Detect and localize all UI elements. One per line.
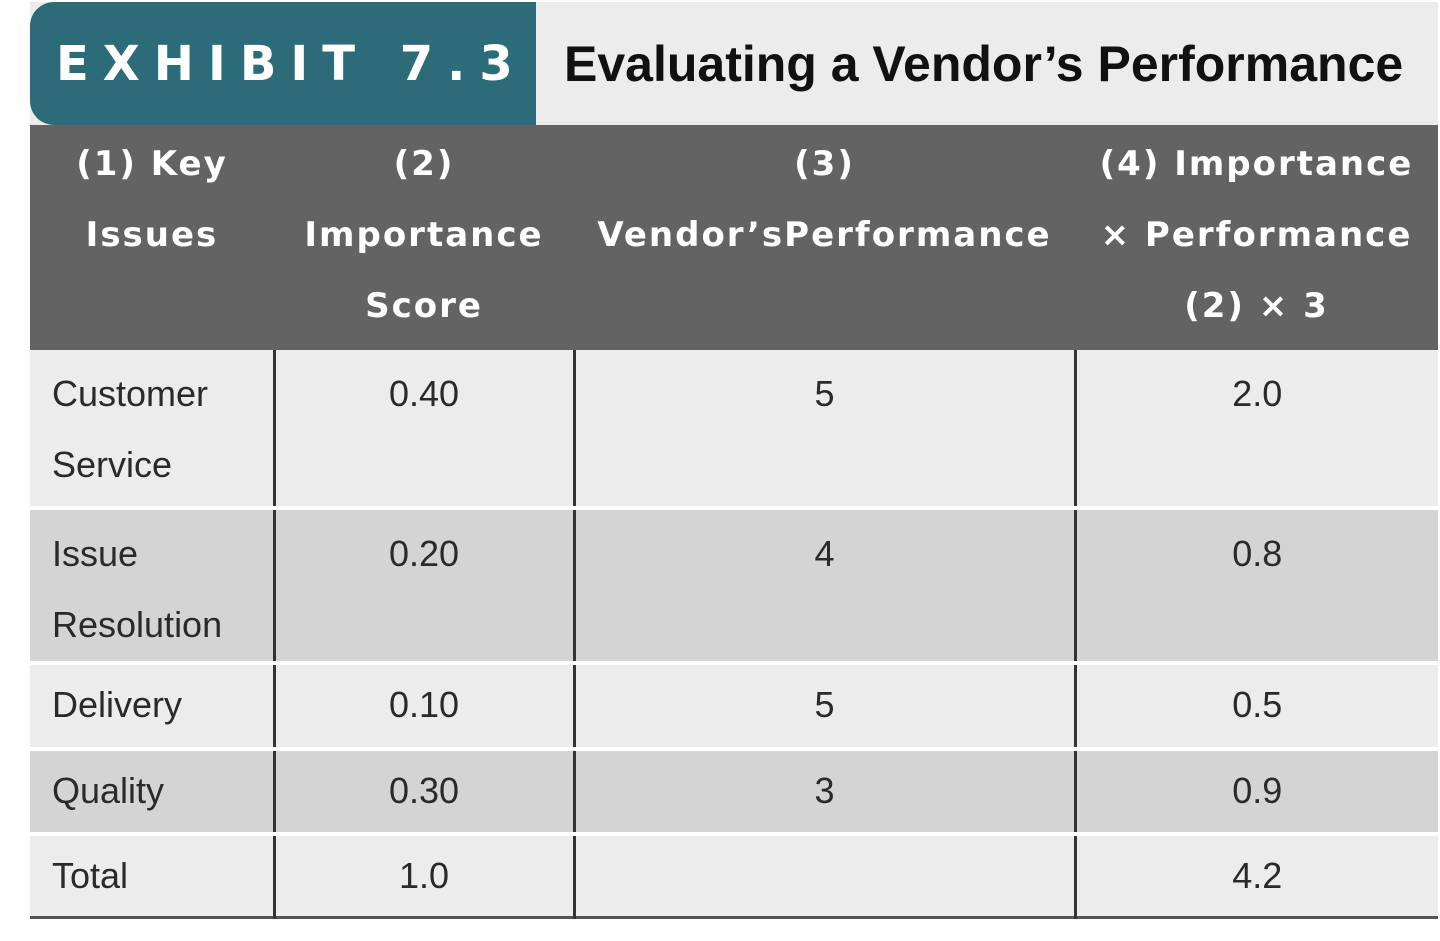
header-importance-x-performance: (4) Importance × Performance (2) × 3: [1099, 144, 1414, 326]
table-row: Issue Resolution 0.20 4 0.8: [30, 506, 1438, 663]
exhibit-label: EXHIBIT 7.3: [30, 2, 536, 125]
cell-issue: Customer Service: [52, 373, 209, 485]
cell-importance: 0.20: [272, 506, 574, 663]
header-importance-score: (2) Importance Score: [304, 144, 544, 326]
exhibit-title: Evaluating a Vendor’s Performance: [564, 35, 1404, 92]
table-total-row: Total 1.0 4.2: [30, 832, 1438, 917]
exhibit-title-bar: EXHIBIT 7.3 Evaluating a Vendor’s Perfor…: [30, 2, 1438, 125]
cell-issue: Issue Resolution: [30, 506, 274, 663]
cell-performance: 5: [572, 661, 1075, 749]
cell-product: 4.2: [1073, 832, 1438, 917]
vendor-evaluation-table: (1) Key Issues (2) Importance Score (3) …: [30, 125, 1438, 919]
header-key-issues: (1) Key Issues: [76, 144, 228, 255]
cell-issue: Total: [30, 832, 274, 917]
cell-issue: Delivery: [30, 661, 274, 749]
cell-product: 2.0: [1073, 350, 1438, 508]
cell-product: 0.8: [1073, 506, 1438, 663]
exhibit-figure: EXHIBIT 7.3 Evaluating a Vendor’s Perfor…: [30, 2, 1438, 919]
cell-performance: 4: [572, 506, 1075, 663]
table-row: Delivery 0.10 5 0.5: [30, 661, 1438, 749]
cell-importance: 0.40: [272, 350, 574, 508]
table-header-row: (1) Key Issues (2) Importance Score (3) …: [30, 125, 1438, 350]
cell-importance: 1.0: [272, 832, 574, 917]
cell-importance: 0.30: [272, 747, 574, 834]
cell-product: 0.5: [1073, 661, 1438, 749]
cell-performance: 3: [572, 747, 1075, 834]
header-vendor-performance: (3) Vendor’sPerformance: [597, 144, 1052, 255]
table-row: Customer Service 0.40 5 2.0: [30, 350, 1438, 508]
cell-performance: 5: [572, 350, 1075, 508]
cell-performance: [572, 832, 1075, 917]
cell-importance: 0.10: [272, 661, 574, 749]
cell-issue: Quality: [30, 747, 274, 834]
cell-product: 0.9: [1073, 747, 1438, 834]
table-row: Quality 0.30 3 0.9: [30, 747, 1438, 834]
